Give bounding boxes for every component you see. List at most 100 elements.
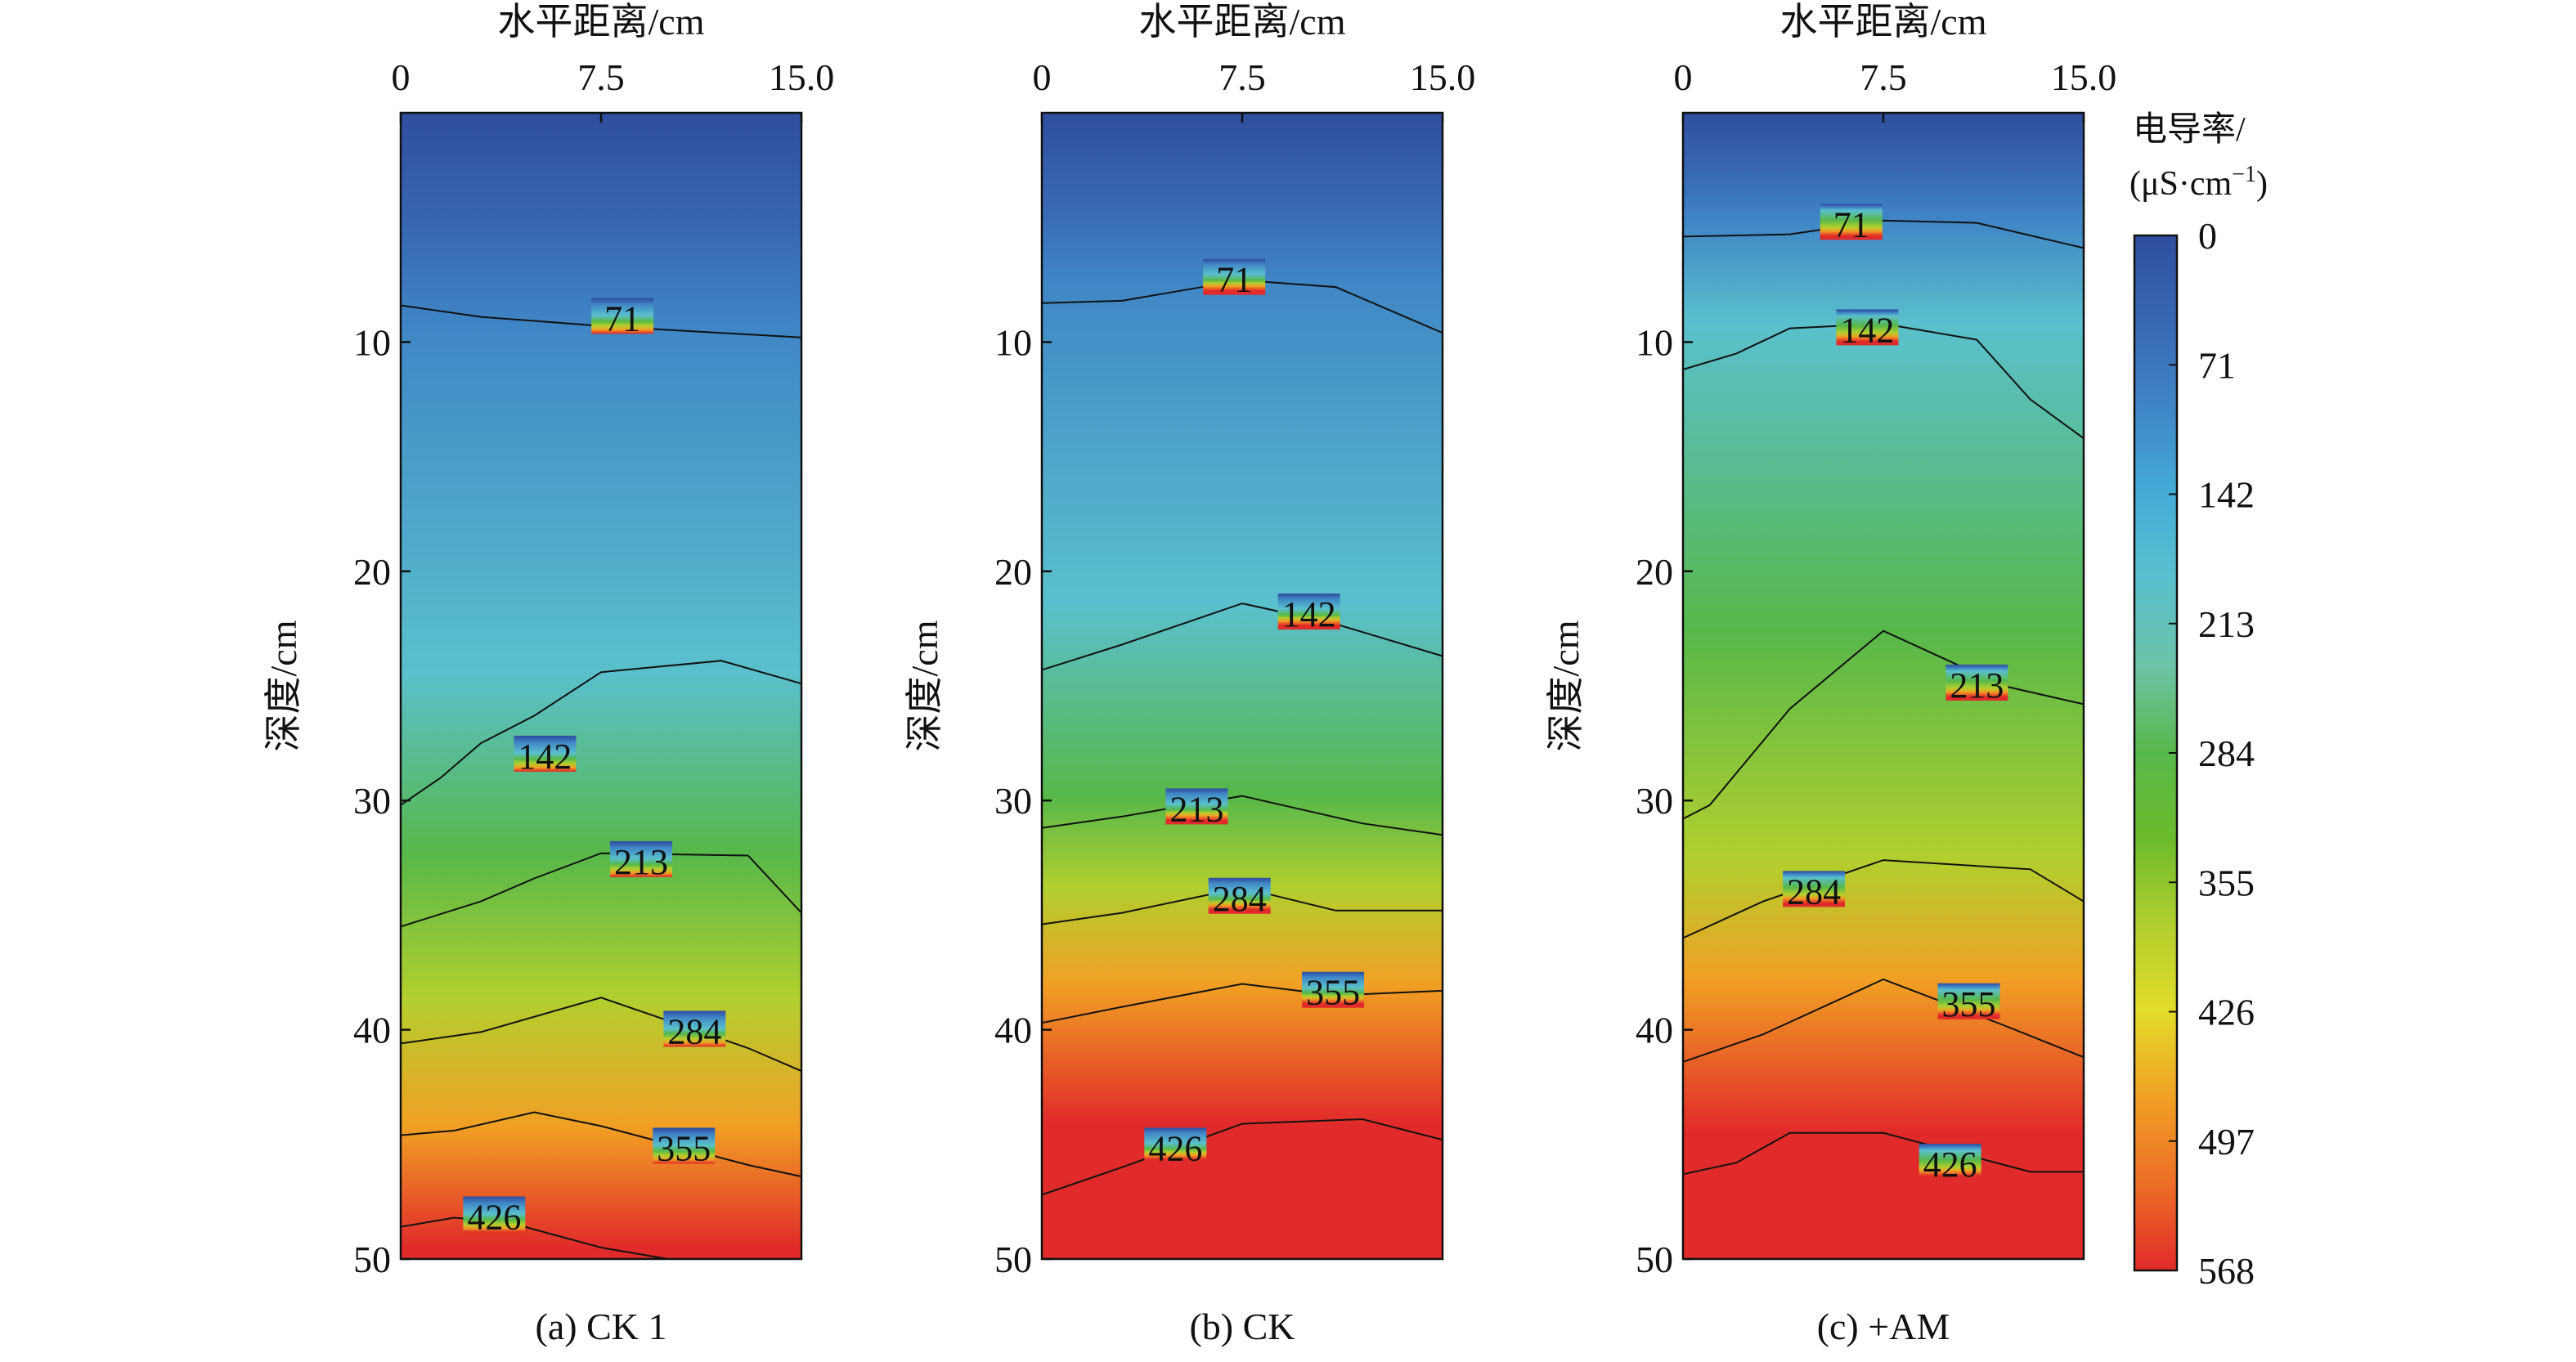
x-tick-label: 15.0 <box>1410 56 1476 98</box>
panel-ck: 71 142 213 284 355 426 0 7.5 15.0 10 20 30 40 50 水平距… <box>904 1 1475 1347</box>
conductivity-field <box>401 113 801 1259</box>
y-tick-label: 50 <box>994 1239 1032 1280</box>
y-tick-label: 20 <box>1636 551 1673 593</box>
contour-label-gap <box>1165 788 1228 825</box>
contour-label-gap <box>653 1127 716 1164</box>
panel-ck1: 71 142 213 284 355 426 0 7.5 15.0 10 20 30 40 50 水平距… <box>263 1 834 1347</box>
y-tick-label: 30 <box>1636 780 1673 822</box>
colorbar-tick-label: 355 <box>2198 862 2255 903</box>
contour-label-gap <box>663 1010 726 1047</box>
axis-ticks: 0 7.5 15.0 10 20 30 40 50 <box>1636 56 2116 1280</box>
colorbar-tick-label: 0 <box>2198 215 2217 257</box>
contour-label-355: 355 <box>657 1128 711 1168</box>
colorbar-tick-label: 213 <box>2198 603 2255 645</box>
contour-line-284 <box>1682 859 2085 939</box>
contour-label-426: 426 <box>1923 1145 1977 1185</box>
contour-label-142: 142 <box>1840 310 1894 350</box>
x-tick-label: 0 <box>1674 56 1693 98</box>
contour-line-142 <box>400 660 802 806</box>
colorbar-tick-label: 426 <box>2198 992 2255 1033</box>
x-axis-label: 水平距离/cm <box>1139 1 1346 43</box>
y-tick-label: 30 <box>353 780 391 822</box>
contour-line-213 <box>1041 795 1443 836</box>
contour-lines: 71 142 213 284 355 426 <box>1682 204 2085 1185</box>
contour-line-142 <box>1041 603 1443 671</box>
x-axis-label: 水平距离/cm <box>498 1 705 43</box>
contour-label-71: 71 <box>1833 204 1869 244</box>
panel-caption: (a) CK 1 <box>536 1306 667 1347</box>
y-tick-label: 50 <box>1636 1239 1673 1280</box>
y-tick-label: 40 <box>1636 1010 1673 1051</box>
contour-label-355: 355 <box>1306 973 1360 1013</box>
x-tick-label: 0 <box>392 56 411 98</box>
contour-line-355 <box>400 1111 802 1178</box>
y-tick-label: 20 <box>994 551 1032 593</box>
x-tick-label: 15.0 <box>769 56 835 98</box>
colorbar-tick-label: 142 <box>2198 474 2255 516</box>
x-tick-label: 7.5 <box>1218 56 1266 98</box>
contour-label-284: 284 <box>1787 871 1841 912</box>
contour-label-gap <box>463 1196 526 1233</box>
axis-ticks: 0 7.5 15.0 10 20 30 40 50 <box>353 56 834 1280</box>
contour-lines: 71 142 213 284 355 426 <box>1041 258 1443 1196</box>
y-tick-label: 10 <box>1636 321 1673 363</box>
y-tick-label: 40 <box>353 1010 391 1051</box>
contour-label-426: 426 <box>467 1198 521 1238</box>
contour-line-355 <box>1041 983 1443 1024</box>
contour-label-gap <box>1277 594 1340 630</box>
contour-line-355 <box>1682 978 2085 1063</box>
y-tick-label: 10 <box>353 321 391 363</box>
contour-label-gap <box>1820 204 1883 240</box>
contour-label-213: 213 <box>1169 789 1223 829</box>
x-tick-label: 7.5 <box>577 56 625 98</box>
y-tick-label: 10 <box>994 321 1032 363</box>
panel-am: 71 142 213 284 355 426 0 7.5 15.0 10 20 30 40 50 水平距… <box>1545 1 2116 1347</box>
contour-lines: 71 142 213 284 355 426 <box>400 298 802 1260</box>
x-axis-label: 水平距离/cm <box>1780 1 1987 43</box>
y-axis-label: 深度/cm <box>1545 620 1586 751</box>
conductivity-field <box>1683 113 2084 1259</box>
contour-label-213: 213 <box>614 842 668 882</box>
colorbar-tick-label: 71 <box>2198 344 2236 386</box>
x-tick-label: 7.5 <box>1860 56 1907 98</box>
axis-ticks: 0 7.5 15.0 10 20 30 40 50 <box>994 56 1475 1280</box>
contour-label-426: 426 <box>1148 1128 1202 1168</box>
y-axis-label: 深度/cm <box>904 620 945 751</box>
contour-label-355: 355 <box>1942 984 1996 1024</box>
contour-label-71: 71 <box>1216 260 1252 300</box>
contour-line-426 <box>1682 1131 2084 1176</box>
y-tick-label: 40 <box>994 1010 1032 1051</box>
contour-label-gap <box>1144 1127 1207 1164</box>
contour-line-213 <box>400 852 802 928</box>
x-tick-label: 15.0 <box>2051 56 2117 98</box>
colorbar-tick-label: 568 <box>2198 1250 2255 1292</box>
colorbar-tick-label: 497 <box>2198 1121 2255 1163</box>
contour-label-gap <box>1208 877 1271 914</box>
contour-label-gap <box>1783 871 1846 907</box>
contour-label-71: 71 <box>604 298 640 338</box>
contour-label-142: 142 <box>518 737 572 777</box>
y-tick-label: 20 <box>353 551 391 593</box>
contour-line-213 <box>1682 629 2085 820</box>
contour-label-gap <box>1919 1144 1981 1181</box>
contour-label-284: 284 <box>667 1011 721 1051</box>
contour-label-gap <box>1836 309 1899 346</box>
contour-label-gap <box>1945 665 2008 701</box>
contour-label-gap <box>1937 983 2000 1019</box>
x-tick-label: 0 <box>1033 56 1052 98</box>
colorbar-title-line2: (μS·cm−1) <box>2129 162 2268 203</box>
y-axis-label: 深度/cm <box>263 620 304 751</box>
contour-label-gap <box>610 840 672 877</box>
panel-caption: (b) CK <box>1189 1306 1295 1347</box>
contour-label-gap <box>591 298 654 334</box>
colorbar-ticks: 0 71 142 213 284 355 426 497 568 <box>2169 215 2255 1292</box>
contour-label-gap <box>1302 971 1365 1008</box>
contour-line-284 <box>400 997 802 1073</box>
y-tick-label: 30 <box>994 780 1032 822</box>
panel-caption: (c) +AM <box>1817 1306 1950 1347</box>
colorbar: 电导率/ (μS·cm−1) 0 71 142 213 284 355 426 497 568 <box>2129 110 2268 1292</box>
y-tick-label: 50 <box>353 1239 391 1280</box>
contour-label-284: 284 <box>1213 879 1267 919</box>
contour-label-213: 213 <box>1950 665 2004 706</box>
